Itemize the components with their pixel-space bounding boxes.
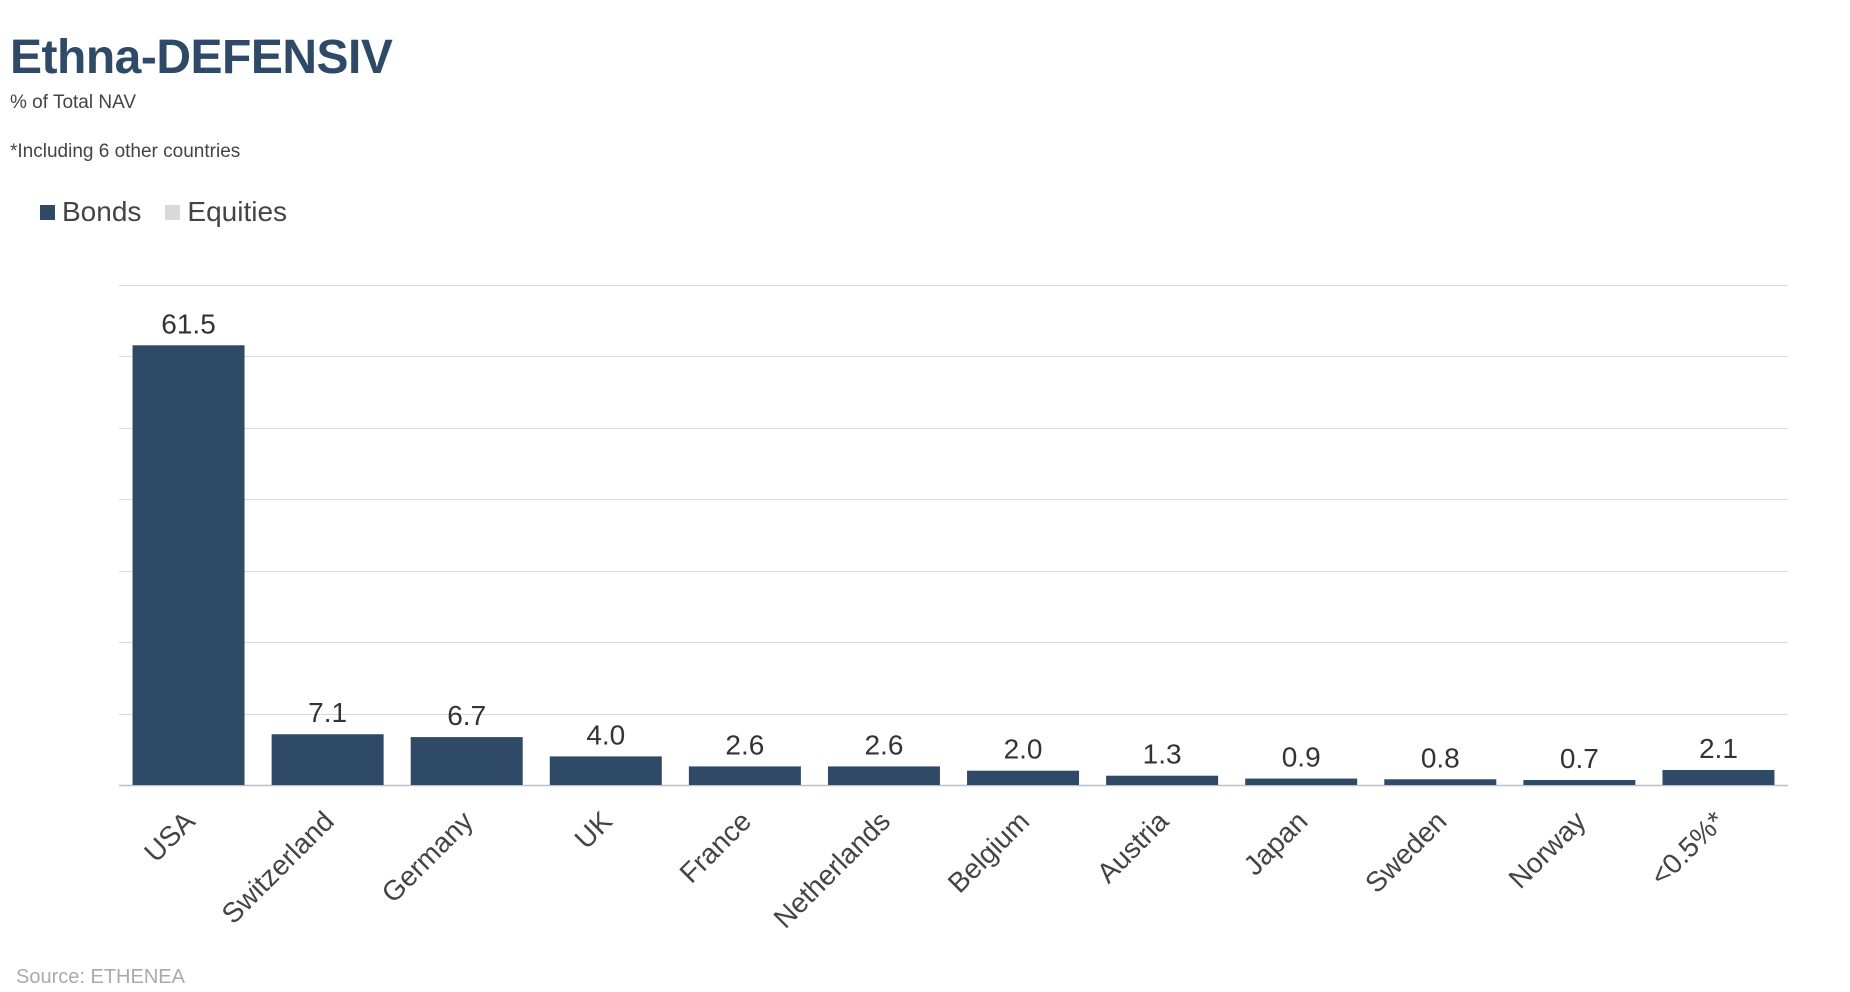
data-label: 0.7 [1560,743,1599,774]
data-label: 0.9 [1282,742,1321,773]
bar-bonds [1106,775,1219,785]
bar-bonds [967,770,1080,785]
chart-footnote: *Including 6 other countries [10,141,241,162]
legend-swatch-bonds [40,204,55,220]
legend-item-equities: Equities [165,196,287,228]
bar-bonds [1384,779,1497,785]
bar-bonds [549,756,662,785]
data-label: 2.0 [1004,734,1043,765]
category-label: Belgium [942,805,1035,898]
bar-bonds [1662,769,1775,785]
data-label: 0.8 [1421,742,1460,773]
category-label: Austria [1091,805,1175,889]
category-label: Norway [1503,805,1592,894]
data-label: 4.0 [586,719,625,750]
chart-title: Ethna-DEFENSIV [10,31,393,84]
legend-label-bonds: Bonds [62,196,142,227]
legend-label-equities: Equities [187,196,288,227]
gridlines [119,285,1788,787]
source-note: Source: ETHENEA [16,966,185,988]
category-label: Switzerland [216,805,340,929]
category-label: Japan [1238,805,1314,881]
category-label: UK [569,805,619,855]
legend-item-bonds: Bonds [40,196,141,228]
bar-bonds [827,766,940,785]
value-labels: 61.5 7.1 6.7 4.0 2.6 2.6 2.0 1.3 0.9 0.8 0.7 2.1 [161,308,1738,774]
data-label: 7.1 [308,697,347,728]
category-label: Sweden [1359,805,1452,898]
bar-bonds [1523,779,1636,785]
data-label: 6.7 [447,700,486,731]
data-label: 2.6 [864,729,903,760]
legend-swatch-equities [165,204,181,220]
category-labels: USA Switzerland Germany UK France Netherlands… [138,805,1731,934]
bar-bonds [410,737,523,785]
data-label: 2.1 [1699,733,1738,764]
chart-legend: Bonds Equities [40,196,311,228]
data-label: 1.3 [1143,739,1182,770]
chart-subtitle: % of Total NAV [10,92,137,113]
bar-bonds [271,734,384,785]
bars [132,345,1775,785]
category-label: Germany [376,805,479,908]
category-label: France [674,805,758,889]
category-label: USA [138,805,201,868]
category-label: <0.5%* [1644,805,1730,891]
bar-bonds [688,766,801,785]
bar-bonds [1245,778,1358,785]
category-label: Netherlands [768,805,897,934]
bar-bonds [132,345,245,785]
data-label: 61.5 [161,308,216,339]
data-label: 2.6 [725,729,764,760]
